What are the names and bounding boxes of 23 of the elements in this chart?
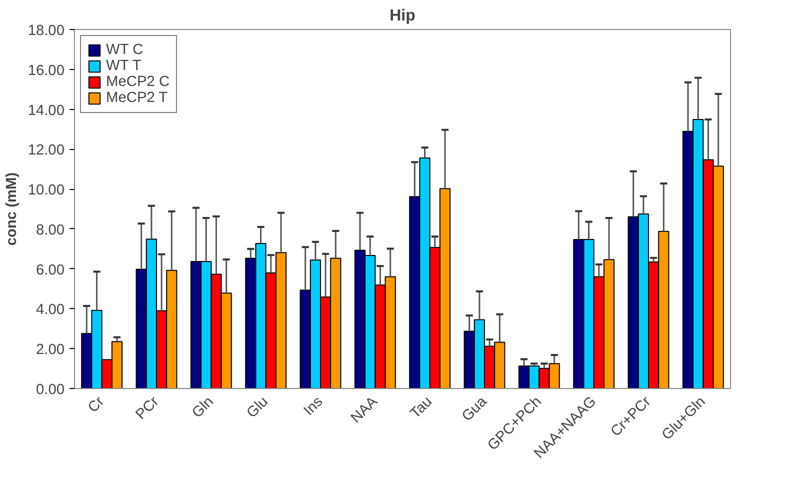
legend-label: WT C [106,42,144,58]
y-tick-label: 12.00 [28,142,65,159]
x-tick-label: Gua [459,393,491,425]
x-tick-label: Glu [244,394,272,422]
x-tick-label: Tau [407,394,436,422]
x-tick-label: Cr [85,394,108,416]
legend-label: WT T [106,58,142,74]
x-tick-label: Gln [189,394,217,422]
y-tick-label: 6.00 [36,262,65,278]
y-tick-label: 16.00 [28,62,65,79]
y-tick-label: 0.00 [36,382,65,398]
y-tick-label: 8.00 [36,222,65,238]
y-tick-label: 10.00 [28,182,65,199]
y-tick-label: 2.00 [36,342,65,358]
x-tick-label: Ins [301,394,326,419]
y-tick-label: 4.00 [36,302,65,318]
x-tick-label: PCr [132,394,162,424]
y-axis-title: conc (mM) [4,172,20,246]
legend-label: MeCP2 T [106,90,168,106]
y-tick-label: 18.00 [28,23,65,39]
chart-title: Hip [390,8,416,24]
y-tick-label: 14.00 [28,102,65,119]
legend-label: MeCP2 C [106,74,170,90]
